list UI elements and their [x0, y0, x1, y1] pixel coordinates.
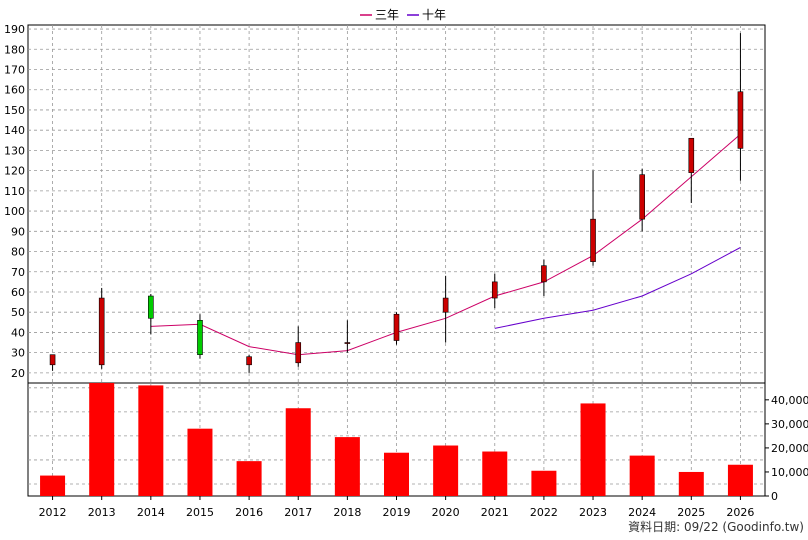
- price-y-tick-label: 60: [11, 286, 25, 299]
- data-source-note: 資料日期: 09/22 (Goodinfo.tw): [628, 520, 804, 534]
- volume-bar: [187, 428, 213, 496]
- candle-body: [491, 281, 498, 299]
- candle-body: [344, 342, 351, 344]
- candle: [148, 294, 154, 335]
- volume-bar: [40, 475, 66, 496]
- volume-y-tick-label: 30,000: [771, 418, 808, 431]
- candle: [246, 354, 252, 373]
- candle: [344, 320, 351, 353]
- candle: [197, 314, 203, 359]
- candle: [393, 312, 400, 345]
- x-tick-label: 2026: [726, 506, 754, 519]
- price-y-tick-label: 160: [4, 84, 25, 97]
- candle-body: [639, 174, 645, 220]
- volume-bar: [482, 451, 508, 496]
- price-y-tick-label: 170: [4, 63, 25, 76]
- x-tick-label: 2017: [284, 506, 312, 519]
- price-y-tick-label: 80: [11, 246, 25, 259]
- volume-bar: [334, 437, 360, 496]
- volume-bar: [580, 403, 606, 496]
- x-tick-label: 2019: [383, 506, 411, 519]
- volume-y-tick-label: 10,000: [771, 466, 808, 479]
- x-tick-label: 2025: [677, 506, 705, 519]
- volume-bar: [727, 464, 753, 496]
- volume-bar: [433, 445, 459, 496]
- price-y-tick-label: 110: [4, 185, 25, 198]
- volume-bar: [678, 471, 704, 496]
- candle: [590, 170, 596, 266]
- candle: [442, 275, 449, 343]
- price-y-tick-label: 70: [11, 266, 25, 279]
- legend-3yr-label: 三年: [375, 8, 399, 22]
- candle-body: [688, 137, 695, 173]
- candle: [98, 287, 105, 369]
- candle-body: [246, 356, 252, 366]
- volume-bar: [285, 408, 311, 496]
- x-tick-label: 2016: [235, 506, 263, 519]
- price-y-tick-label: 180: [4, 43, 25, 56]
- volume-bar: [531, 470, 557, 496]
- x-tick-label: 2014: [137, 506, 165, 519]
- volume-y-tick-label: 40,000: [771, 394, 808, 407]
- x-tick-label: 2023: [579, 506, 607, 519]
- candle: [639, 168, 645, 232]
- price-y-tick-label: 20: [11, 367, 25, 380]
- price-y-tick-label: 90: [11, 225, 25, 238]
- volume-bar: [138, 385, 164, 496]
- volume-bar: [236, 461, 262, 496]
- x-tick-label: 2021: [481, 506, 509, 519]
- x-axis: 2012 2013 2014 2015 2016 2017 2018 2019 2020 2021…: [39, 496, 754, 519]
- price-y-tick-label: 150: [4, 104, 25, 117]
- candle-body: [197, 319, 203, 355]
- volume-y-tick-label: 0: [771, 490, 778, 503]
- price-y-tick-label: 50: [11, 306, 25, 319]
- candle-body: [393, 313, 400, 341]
- candle: [491, 273, 498, 309]
- candle: [688, 137, 695, 203]
- candle-body: [148, 295, 154, 319]
- x-tick-label: 2012: [39, 506, 67, 519]
- candle-body: [295, 342, 302, 364]
- candle: [737, 33, 744, 181]
- x-tick-label: 2022: [530, 506, 558, 519]
- candle-body: [590, 218, 596, 262]
- candle-body: [49, 354, 56, 366]
- candle-body: [541, 265, 547, 283]
- price-y-tick-label: 190: [4, 23, 25, 36]
- price-y-tick-label: 100: [4, 205, 25, 218]
- volume-bar: [629, 455, 655, 496]
- candle: [295, 326, 302, 367]
- ma-10yr-line: [494, 247, 741, 329]
- x-tick-label: 2015: [186, 506, 214, 519]
- candle: [49, 354, 56, 371]
- x-tick-label: 2018: [333, 506, 361, 519]
- volume-bar: [89, 383, 115, 496]
- legend-10yr-label: 十年: [422, 8, 446, 22]
- x-tick-label: 2020: [432, 506, 460, 519]
- price-y-tick-label: 140: [4, 124, 25, 137]
- candle-body: [737, 91, 744, 149]
- candle: [541, 259, 547, 297]
- price-y-tick-label: 120: [4, 165, 25, 178]
- price-y-tick-label: 130: [4, 144, 25, 157]
- legend: 三年 十年: [360, 8, 446, 22]
- price-y-tick-label: 30: [11, 347, 25, 360]
- candle-body: [98, 297, 105, 366]
- x-tick-label: 2013: [88, 506, 116, 519]
- candle-body: [442, 297, 449, 313]
- volume-panel: 0 10,000 20,000 30,000 40,000: [27, 382, 808, 503]
- price-panel: 20 30 40 50 60 70 80 90 100 110 120 130 140 150 160 170…: [4, 23, 766, 384]
- x-tick-label: 2024: [628, 506, 656, 519]
- price-y-tick-label: 40: [11, 326, 25, 339]
- volume-bar: [384, 452, 409, 496]
- volume-y-tick-label: 20,000: [771, 442, 808, 455]
